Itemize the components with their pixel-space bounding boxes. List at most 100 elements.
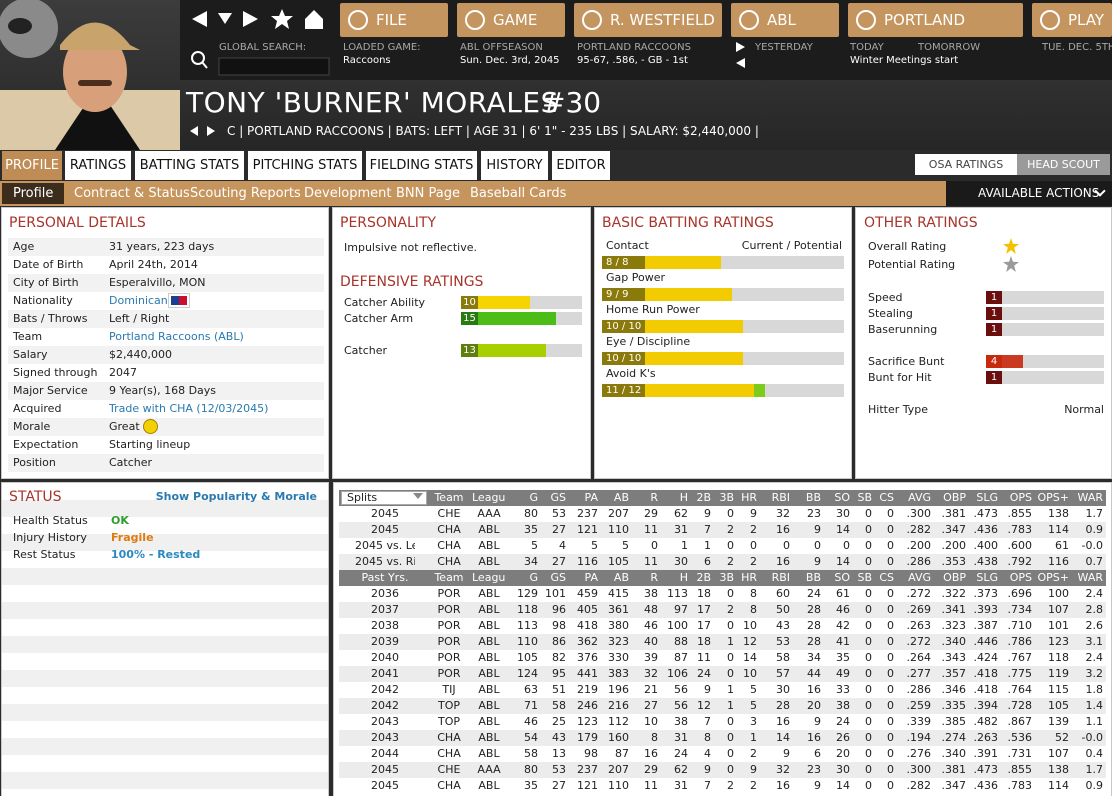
star-icon[interactable] xyxy=(271,9,293,29)
stat-cell: .696 xyxy=(1007,587,1033,600)
tab[interactable]: PROFILE xyxy=(2,151,62,180)
subtab[interactable]: Profile xyxy=(2,183,65,204)
search-icon[interactable] xyxy=(191,51,205,65)
stat-cell: BB xyxy=(805,491,821,504)
stat-cell: 31 xyxy=(674,731,688,744)
rating-value: 11 / 12 xyxy=(602,384,645,397)
search-icon-handle xyxy=(201,61,208,69)
search-box[interactable] xyxy=(218,57,330,76)
stat-cell: 2 xyxy=(727,779,734,792)
nav-button[interactable] xyxy=(848,3,1023,37)
subtab[interactable]: BNN Page xyxy=(396,186,460,201)
stat-cell: 54 xyxy=(524,731,538,744)
dropdown-value: Splits xyxy=(347,491,378,504)
detail-value[interactable]: Trade with CHA (12/03/2045) xyxy=(109,402,269,415)
stat-cell: OPS+ xyxy=(1037,571,1070,584)
tab[interactable]: EDITOR xyxy=(552,151,610,180)
info-label[interactable]: TOMORROW xyxy=(918,42,981,53)
tab[interactable]: PITCHING STATS xyxy=(248,151,362,180)
stat-cell: .473 xyxy=(973,507,999,520)
stat-cell: 121 xyxy=(577,523,598,536)
info-label: GLOBAL SEARCH: xyxy=(219,42,307,53)
stat-cell: 110 xyxy=(608,523,629,536)
toggle[interactable]: OSA RATINGS xyxy=(915,154,1017,175)
stat-cell: 138 xyxy=(1048,507,1069,520)
tab[interactable]: BATTING STATS xyxy=(135,151,244,180)
info-value: Sun. Dec. 3rd, 2045 xyxy=(460,55,560,66)
stat-cell: 2043 xyxy=(371,731,399,744)
stat-cell: 2B xyxy=(696,571,711,584)
stat-cell: 113 xyxy=(667,587,688,600)
next-player[interactable] xyxy=(207,126,215,136)
status-link[interactable]: Show Popularity & Morale xyxy=(155,490,317,503)
stat-cell: 2 xyxy=(727,523,734,536)
detail-value[interactable]: Portland Raccoons (ABL) xyxy=(109,330,244,343)
prev-player[interactable] xyxy=(190,126,198,136)
subtab[interactable]: Scouting Reports xyxy=(190,186,301,201)
info-label[interactable]: YESTERDAY xyxy=(755,42,813,53)
detail-label: Date of Birth xyxy=(13,258,84,271)
stat-cell: 17 xyxy=(697,603,711,616)
table-row xyxy=(339,522,1106,538)
stat-cell: Team xyxy=(434,491,464,504)
stat-cell: 9 xyxy=(814,715,821,728)
panel-title: PERSONALITY xyxy=(340,215,437,231)
tab[interactable]: FIELDING STATS xyxy=(366,151,477,180)
rating-label: Stealing xyxy=(868,307,913,320)
actions-button[interactable]: AVAILABLE ACTIONS xyxy=(978,186,1100,200)
stat-cell: 2044 xyxy=(371,747,399,760)
toggle[interactable]: HEAD SCOUT xyxy=(1017,154,1110,175)
stat-cell: CS xyxy=(879,491,894,504)
detail-label: Team xyxy=(13,330,43,343)
stat-cell: 100 xyxy=(1048,587,1069,600)
stat-cell: .728 xyxy=(1007,699,1033,712)
rating-value: 1 xyxy=(986,371,1002,384)
stat-cell: 44 xyxy=(807,667,821,680)
back-icon[interactable] xyxy=(192,11,207,27)
stat-cell: 53 xyxy=(552,763,566,776)
stat-cell: 5 xyxy=(591,539,598,552)
stat-cell: 29 xyxy=(644,507,658,520)
stat-cell: 1.7 xyxy=(1085,763,1104,776)
detail-value[interactable]: Dominican xyxy=(109,294,168,307)
stat-cell: ABL xyxy=(478,779,500,792)
nav-icon xyxy=(739,10,759,30)
stat-cell: .764 xyxy=(1007,683,1033,696)
stat-cell: 24 xyxy=(807,587,821,600)
stat-cell: CHA xyxy=(437,731,461,744)
tab[interactable]: RATINGS xyxy=(65,151,131,180)
stat-cell: 18 xyxy=(697,635,711,648)
yesterday-arrow[interactable] xyxy=(736,42,745,52)
stat-cell: OPS xyxy=(1009,571,1032,584)
stat-cell: 2 xyxy=(750,555,757,568)
stat-cell: 2.8 xyxy=(1085,603,1104,616)
splits-dropdown[interactable] xyxy=(341,491,427,505)
stat-cell: 11 xyxy=(644,779,658,792)
info-label[interactable]: TUE. DEC. 5TH xyxy=(1042,42,1112,53)
rating-value: 15 xyxy=(461,312,478,325)
tab[interactable]: HISTORY xyxy=(481,151,548,180)
stat-cell: 40 xyxy=(644,635,658,648)
portrait-shirt xyxy=(55,105,140,150)
left-arrow[interactable] xyxy=(736,58,745,68)
stat-cell: 116 xyxy=(1048,555,1069,568)
stat-cell: 0 xyxy=(814,539,821,552)
stat-cell: CHA xyxy=(437,523,461,536)
stat-cell: .343 xyxy=(941,651,967,664)
forward-icon[interactable] xyxy=(243,11,258,27)
subtab[interactable]: Baseball Cards xyxy=(470,186,567,201)
down-icon[interactable] xyxy=(218,13,232,24)
rating-label: Bunt for Hit xyxy=(868,371,932,384)
subtab-bar xyxy=(0,181,1112,206)
detail-row xyxy=(8,328,324,346)
stat-cell: 123 xyxy=(1048,635,1069,648)
stat-cell: 2.4 xyxy=(1085,587,1104,600)
stat-cell: 88 xyxy=(674,635,688,648)
stat-cell: .194 xyxy=(906,731,932,744)
subtab[interactable]: Contract & Status xyxy=(74,186,190,201)
subtab[interactable]: Development xyxy=(304,186,392,201)
personality-panel xyxy=(332,207,591,479)
rating-value: 10 / 10 xyxy=(602,352,645,365)
stat-cell: 4 xyxy=(704,747,711,760)
home-icon[interactable] xyxy=(305,10,323,29)
